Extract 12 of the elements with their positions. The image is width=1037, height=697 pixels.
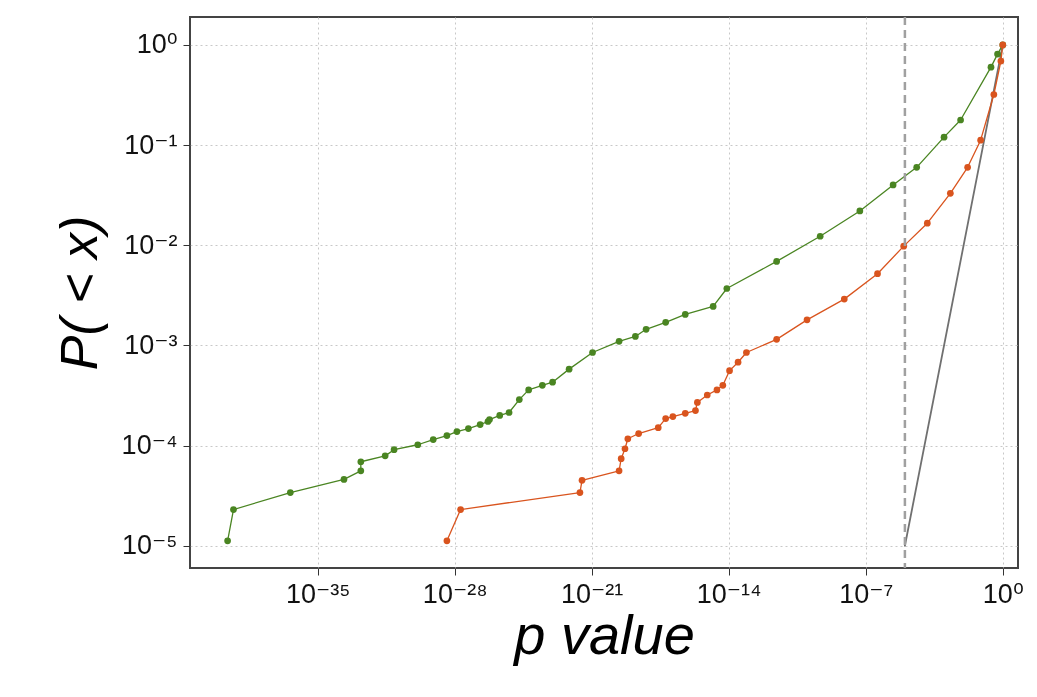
x-tick-label: 10⁻³⁵ bbox=[285, 578, 351, 609]
y-tick-label: 10⁻⁴ bbox=[121, 430, 178, 461]
y-tick-label: 10⁻¹ bbox=[124, 129, 178, 160]
x-tick-label: 10⁰ bbox=[982, 578, 1024, 609]
x-tick-label: 10⁻¹⁴ bbox=[696, 578, 762, 609]
x-tick-label: 10⁻⁷ bbox=[839, 578, 894, 609]
y-axis-title: P( < x) bbox=[49, 215, 108, 371]
y-tick-label: 10⁻³ bbox=[124, 329, 178, 360]
y-tick-label: 10⁻⁵ bbox=[122, 530, 178, 561]
y-tick-label: 10⁰ bbox=[136, 29, 178, 60]
y-tick-label: 10⁻² bbox=[124, 229, 178, 260]
x-tick-label: 10⁻²⁸ bbox=[422, 578, 488, 609]
